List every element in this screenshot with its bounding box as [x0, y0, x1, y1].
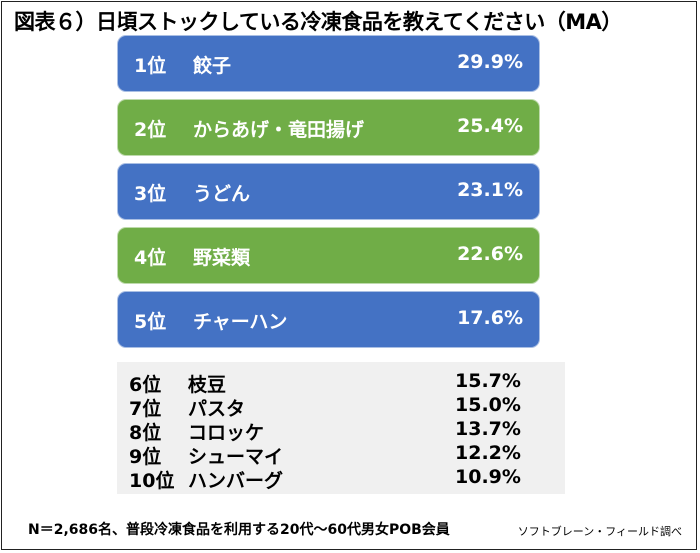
bar-value-label: 23.1% — [457, 179, 523, 201]
row-item-name: シューマイ — [188, 446, 284, 468]
row-item-name: パスタ — [188, 398, 246, 420]
bar-value-label: 22.6% — [457, 243, 523, 265]
bar-item-name: 野菜類 — [193, 247, 251, 269]
bar-item-name: チャーハン — [193, 311, 288, 333]
row-value-label: 10.9% — [455, 466, 521, 488]
bar-rank-5: 5位 チャーハン 17.6% — [117, 291, 540, 348]
row-value-label: 12.2% — [455, 442, 521, 464]
bar-value-label: 17.6% — [457, 307, 523, 329]
rank-row-10: 10位 ハンバーグ 10.9% — [117, 464, 565, 492]
sample-note: N＝2,686名、普段冷凍食品を利用する20代〜60代男女POB会員 — [28, 522, 450, 538]
row-rank-label: 7位 — [129, 398, 162, 420]
bar-item-name: 餃子 — [193, 55, 232, 77]
bar-value-label: 25.4% — [457, 115, 523, 137]
row-rank-label: 10位 — [129, 470, 175, 492]
bar-item-name: うどん — [193, 183, 251, 205]
bar-rank-4: 4位 野菜類 22.6% — [117, 227, 540, 284]
row-item-name: コロッケ — [188, 422, 265, 444]
row-value-label: 13.7% — [455, 418, 521, 440]
chart-title: 図表６）日頃ストックしている冷凍食品を教えてください（MA） — [14, 10, 622, 34]
bar-rank-2: 2位 からあげ・竜田揚げ 25.4% — [117, 99, 540, 156]
row-rank-label: 9位 — [129, 446, 162, 468]
row-item-name: 枝豆 — [188, 374, 227, 396]
bar-rank-1: 1位 餃子 29.9% — [117, 35, 540, 92]
rank-row-6: 6位 枝豆 15.7% — [117, 368, 565, 396]
row-value-label: 15.0% — [455, 394, 521, 416]
rank-row-9: 9位 シューマイ 12.2% — [117, 440, 565, 468]
row-item-name: ハンバーグ — [188, 470, 284, 492]
bar-item-name: からあげ・竜田揚げ — [193, 119, 365, 141]
bar-rank-label: 4位 — [134, 247, 167, 269]
bar-rank-3: 3位 うどん 23.1% — [117, 163, 540, 220]
bar-rank-label: 3位 — [134, 183, 167, 205]
row-rank-label: 6位 — [129, 374, 162, 396]
rank-row-7: 7位 パスタ 15.0% — [117, 392, 565, 420]
row-rank-label: 8位 — [129, 422, 162, 444]
rank-row-8: 8位 コロッケ 13.7% — [117, 416, 565, 444]
source-credit: ソフトブレーン・フィールド調べ — [517, 525, 682, 538]
bar-rank-label: 5位 — [134, 311, 167, 333]
bar-rank-label: 1位 — [134, 55, 167, 77]
bar-value-label: 29.9% — [457, 51, 523, 73]
bar-rank-label: 2位 — [134, 119, 167, 141]
row-value-label: 15.7% — [455, 370, 521, 392]
ranks-6-10-panel: 6位 枝豆 15.7% 7位 パスタ 15.0% 8位 コロッケ 13.7% 9位 シューマイ 12.… — [117, 362, 565, 494]
